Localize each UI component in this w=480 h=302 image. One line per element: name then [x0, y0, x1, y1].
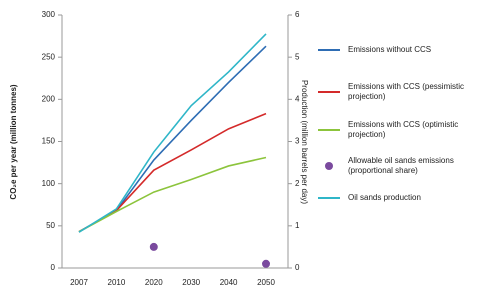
y2-tick-label: 5	[295, 52, 300, 61]
legend-label: Oil sands production	[348, 193, 421, 202]
y-tick-label: 100	[42, 179, 56, 188]
y2-tick-label: 1	[295, 221, 300, 230]
y-tick-label: 300	[42, 10, 56, 19]
legend-label: Allowable oil sands emissions (proportio…	[348, 156, 454, 175]
legend-item: Emissions with CCS (optimistic projectio…	[318, 120, 466, 140]
y2-tick-label: 3	[295, 137, 300, 146]
y-axis-title: CO₂e per year (million tonnes)	[9, 84, 18, 199]
legend-item: Emissions with CCS (pessimistic projecti…	[318, 82, 466, 102]
legend-item: Emissions without CCS	[318, 40, 466, 60]
legend-label: Emissions without CCS	[348, 45, 432, 54]
dot	[262, 259, 270, 268]
y-tick-label: 150	[42, 137, 56, 146]
x-tick-label: 2030	[182, 278, 200, 287]
x-tick-label: 2020	[145, 278, 163, 287]
dot	[149, 242, 158, 251]
legend-swatch	[318, 162, 340, 170]
legend-label: Emissions with CCS (pessimistic projecti…	[348, 82, 465, 101]
legend-swatch	[318, 129, 340, 131]
legend-swatch	[318, 197, 340, 199]
y2-tick-label: 2	[295, 179, 300, 188]
x-tick-label: 2040	[220, 278, 238, 287]
y2-axis-title: Production (million barrels per day)	[300, 80, 309, 204]
legend-swatch	[318, 91, 340, 93]
line	[78, 45, 267, 233]
y2-tick-label: 4	[295, 94, 300, 103]
y-tick-label: 0	[51, 263, 56, 272]
x-tick-label: 2007	[70, 278, 88, 287]
x-tick-label: 2050	[257, 278, 275, 287]
line	[78, 156, 267, 233]
legend-swatch	[318, 49, 340, 51]
y2-tick-label: 0	[295, 263, 300, 272]
y2-tick-label: 6	[295, 10, 300, 19]
legend-item: Allowable oil sands emissions (proportio…	[318, 156, 466, 176]
y-tick-label: 250	[42, 52, 56, 61]
y-tick-label: 50	[46, 221, 55, 230]
legend-label: Emissions with CCS (optimistic projectio…	[348, 120, 459, 139]
line	[78, 33, 267, 233]
y-tick-label: 200	[42, 94, 56, 103]
x-tick-label: 2010	[108, 278, 126, 287]
legend-item: Oil sands production	[318, 188, 466, 208]
